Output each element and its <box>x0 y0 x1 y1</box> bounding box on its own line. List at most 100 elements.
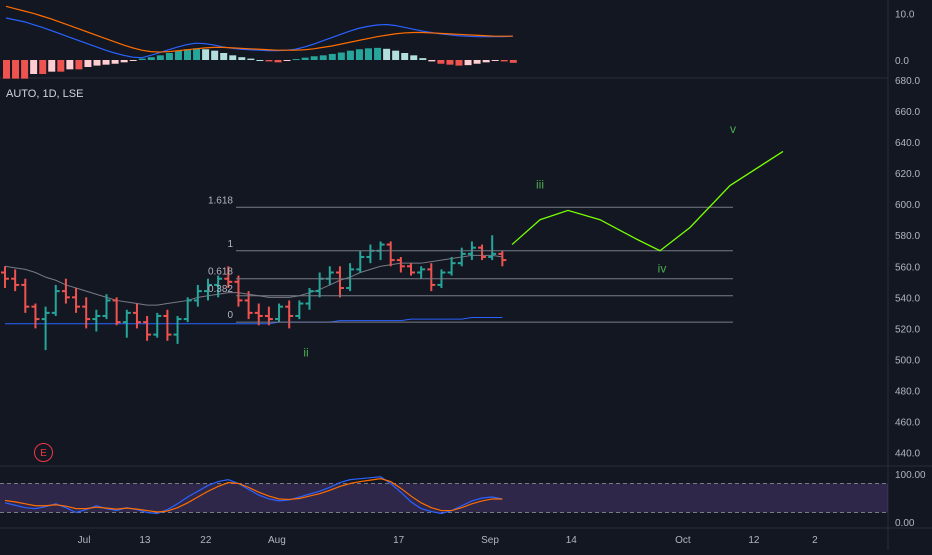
macd-hist-bar <box>238 57 246 60</box>
time-axis-tick-label: 2 <box>812 535 818 546</box>
ohlc-bar <box>427 263 436 292</box>
ohlc-bar <box>183 297 192 323</box>
macd-hist-bar <box>147 57 155 60</box>
fib-level-label: 1 <box>227 239 233 250</box>
ohlc-bar <box>396 256 405 273</box>
ohlc-bar <box>102 294 111 320</box>
ohlc-bar <box>92 309 101 332</box>
macd-pane[interactable] <box>3 5 517 79</box>
time-axis-tick-label: 13 <box>139 535 151 546</box>
price-axis-tick-label: 560.0 <box>895 262 920 273</box>
macd-hist-bar <box>256 60 264 61</box>
macd-hist-bar <box>184 49 191 60</box>
price-axis-tick-label: 640.0 <box>895 138 920 149</box>
rsi-pane[interactable] <box>0 476 888 515</box>
ohlc-bar <box>51 284 60 316</box>
ohlc-bar <box>335 266 344 298</box>
ohlc-bar <box>61 278 70 304</box>
macd-hist-bar <box>84 60 92 67</box>
ohlc-bar <box>132 303 141 329</box>
price-axis-tick-label: 440.0 <box>895 449 920 460</box>
macd-hist-bar <box>229 55 237 60</box>
macd-hist-bar <box>346 50 354 60</box>
macd-hist-bar <box>473 60 481 64</box>
wave-projection-line[interactable] <box>511 150 784 252</box>
macd-hist-bar <box>482 60 490 63</box>
macd-hist-bar <box>12 60 20 79</box>
macd-hist-bar <box>174 50 182 60</box>
macd-hist-bar <box>193 48 201 60</box>
macd-hist-bar <box>57 60 65 72</box>
price-axis-tick-label: 480.0 <box>895 386 920 397</box>
wave-label: v <box>730 122 736 136</box>
fib-level-label: 0.618 <box>208 267 233 278</box>
macd-hist-bar <box>328 53 336 60</box>
price-axis-tick-label: 660.0 <box>895 107 920 118</box>
macd-axis-tick-label: 0.0 <box>895 56 909 67</box>
ohlc-bar <box>112 297 121 326</box>
macd-hist-bar <box>30 60 38 74</box>
macd-hist-bar <box>21 60 29 79</box>
ohlc-bar <box>356 250 365 273</box>
earnings-badge[interactable]: E <box>34 443 53 462</box>
ohlc-bar <box>1 266 9 289</box>
macd-hist-bar <box>310 56 318 60</box>
macd-hist-bar <box>165 53 173 60</box>
ohlc-bar <box>173 315 182 344</box>
macd-hist-bar <box>202 49 210 60</box>
ohlc-bar <box>407 263 415 276</box>
ohlc-bar <box>11 269 20 292</box>
price-axis-tick-label: 680.0 <box>895 76 920 87</box>
ohlc-bar <box>386 241 395 267</box>
ohlc-bar <box>163 309 172 341</box>
macd-hist-bar <box>464 60 472 66</box>
time-axis-tick-label: Aug <box>268 535 286 546</box>
fib-level-label: 1.618 <box>208 195 233 206</box>
macd-hist-bar <box>491 60 499 61</box>
rsi-slow-line <box>4 478 503 513</box>
signal-line <box>5 5 513 53</box>
macd-hist-bar <box>102 60 110 65</box>
ohlc-bar <box>82 297 91 329</box>
fib-level-label: 0.382 <box>208 284 233 295</box>
axis-layer[interactable]: 10.0 0.0 440.0 460.0 480.0 500.0 520.0 540.0 560… <box>78 9 926 546</box>
macd-hist-bar <box>138 58 146 60</box>
ohlc-bar <box>204 278 212 301</box>
macd-hist-bar <box>428 60 436 62</box>
macd-hist-bar <box>365 48 372 60</box>
macd-hist-bar <box>66 60 74 70</box>
macd-hist-bar <box>446 60 454 65</box>
macd-hist-bar <box>274 60 282 63</box>
rsi-band <box>0 483 888 513</box>
macd-hist-bar <box>129 60 137 61</box>
macd-hist-bar <box>265 60 273 62</box>
ohlc-bar <box>417 266 426 279</box>
ohlc-bar <box>285 300 294 329</box>
time-axis-tick-label: 12 <box>748 535 760 546</box>
macd-hist-bar <box>111 60 119 64</box>
macd-hist-bar <box>156 55 164 60</box>
macd-hist-bar <box>410 55 418 60</box>
fib-level-label: 0 <box>227 310 233 321</box>
ohlc-bar <box>122 309 131 338</box>
rsi-axis-tick-label: 100.00 <box>895 470 926 481</box>
ohlc-bar <box>478 244 487 261</box>
price-axis-tick-label: 500.0 <box>895 355 920 366</box>
ohlc-bar <box>21 278 30 313</box>
macd-hist-bar <box>120 60 128 63</box>
macd-hist-bar <box>48 60 56 72</box>
macd-hist-bar <box>500 60 508 62</box>
ohlc-bar <box>234 275 243 307</box>
macd-hist-bar <box>509 60 517 63</box>
macd-hist-bar <box>247 58 255 60</box>
ohlc-bar <box>193 284 202 307</box>
price-axis-tick-label: 520.0 <box>895 324 920 335</box>
price-axis-tick-label: 580.0 <box>895 231 920 242</box>
macd-hist-bar <box>93 60 101 66</box>
macd-hist-bar <box>3 60 10 79</box>
symbol-label: AUTO, 1D, LSE <box>6 88 84 100</box>
